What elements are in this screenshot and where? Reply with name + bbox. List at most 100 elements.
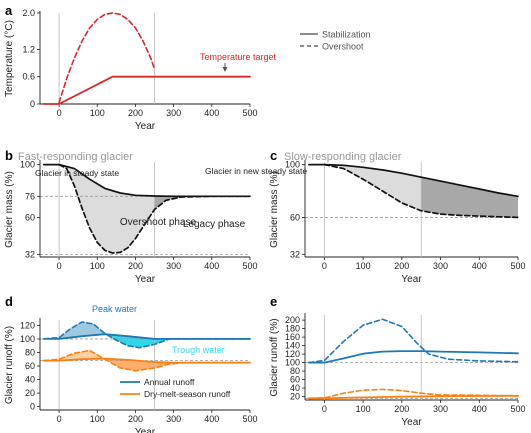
legend-dry-label: Dry-melt-season runoff xyxy=(144,389,231,399)
panel-b-overshoot-phase-area xyxy=(59,164,155,253)
panel-a-series-1-line xyxy=(58,12,156,104)
panel-b-legacy-phase-area xyxy=(154,196,186,210)
panel-d-trough-water-label: Trough water xyxy=(172,345,225,355)
panel-letter-e: e xyxy=(270,294,277,309)
panel-e-y-tick-label: 160 xyxy=(285,332,300,342)
panel-c-x-tick-label: 200 xyxy=(394,261,409,271)
panel-c-x-tick-label: 400 xyxy=(472,261,487,271)
panel-e-x-tick-label: 100 xyxy=(356,404,371,414)
panel-d-x-tick-label: 200 xyxy=(128,414,143,424)
panel-d-chart: 0 100 200 300 400 500 0 20 40 60 80 100 120 Year Glaci… xyxy=(4,304,258,433)
panel-c-chart: 0 100 200 300 400 500 32 60 100 Year Glacier mass … xyxy=(269,160,526,285)
panel-e-y-tick-label: 140 xyxy=(285,341,300,351)
panel-letter-a: a xyxy=(5,3,13,18)
panel-e-y-tick-label: 180 xyxy=(285,324,300,334)
legend-bottom: Annual runoff Dry-melt-season runoff xyxy=(120,377,231,399)
panel-d-y-tick-label: 120 xyxy=(20,320,35,330)
panel-b-x-tick-label: 300 xyxy=(166,261,181,271)
panel-d-series-1-line xyxy=(43,321,251,349)
annotation-steady-state-line1: Glacier in steady state xyxy=(35,168,119,178)
panel-b-series-1-line xyxy=(58,163,251,254)
panel-e-chart: 0 100 200 300 400 500204060801001201401601802… xyxy=(269,313,526,428)
panel-e-series-1-line xyxy=(308,318,519,364)
panel-e-y-tick-label: 100 xyxy=(285,358,300,368)
panel-e-x-tick-label: 300 xyxy=(433,404,448,414)
panel-d-x-axis-label: Year xyxy=(135,427,156,433)
panel-d-y-tick-label: 100 xyxy=(20,334,35,344)
panel-c-title: Slow-responding glacier xyxy=(284,151,402,163)
panel-a-x-axis-label: Year xyxy=(135,121,156,132)
panel-e-y-tick-label: 60 xyxy=(290,375,300,385)
panel-c-x-tick-label: 300 xyxy=(433,261,448,271)
panel-letter-b: b xyxy=(5,148,13,163)
panel-b-x-axis-label: Year xyxy=(135,274,156,285)
legend-top: Stabilization Overshoot xyxy=(300,30,371,52)
panel-e-y-axis-label: Glacier runoff (%) xyxy=(269,318,280,396)
legend-stabilization-label: Stabilization xyxy=(322,30,371,40)
panel-b-y-tick-label: 60 xyxy=(25,212,35,222)
panel-b-chart: 0 100 200 300 400 500 32 60 76 100 Year Glacier mas… xyxy=(4,160,307,285)
panel-d-x-tick-label: 300 xyxy=(166,414,181,424)
panel-e-x-tick-label: 400 xyxy=(472,404,487,414)
panel-b-x-tick-label: 400 xyxy=(204,261,219,271)
panel-e-y-tick-label: 20 xyxy=(290,392,300,402)
panel-d-y-tick-label: 0 xyxy=(30,402,35,412)
panel-d-y-tick-label: 40 xyxy=(25,375,35,385)
panel-c-x-tick-label: 0 xyxy=(322,261,327,271)
panel-e-y-tick-label: 40 xyxy=(290,383,300,393)
panel-c-y-tick-label: 60 xyxy=(290,212,300,222)
panel-e-series-3-line xyxy=(308,388,519,400)
panel-a-x-tick-label: 500 xyxy=(242,108,257,118)
panel-e-x-tick-label: 500 xyxy=(510,404,525,414)
panel-a-y-axis-label: Temperature (°C) xyxy=(4,20,15,97)
panel-b-x-tick-label: 200 xyxy=(128,261,143,271)
panel-b-y-tick-label: 32 xyxy=(25,249,35,259)
panel-b-title: Fast-responding glacier xyxy=(18,151,133,163)
panel-a-x-tick-label: 300 xyxy=(166,108,181,118)
panel-a-x-tick-label: 400 xyxy=(204,108,219,118)
panel-letter-d: d xyxy=(5,294,13,309)
panel-d-y-tick-label: 80 xyxy=(25,347,35,357)
legend-annual-label: Annual runoff xyxy=(144,377,195,387)
panel-b-x-tick-label: 100 xyxy=(90,261,105,271)
panel-e-x-axis-label: Year xyxy=(401,417,422,428)
panel-c-x-tick-label: 500 xyxy=(510,261,525,271)
panel-a-x-tick-label: 0 xyxy=(57,108,62,118)
panel-a-x-tick-label: 200 xyxy=(128,108,143,118)
panel-d-x-tick-label: 500 xyxy=(242,414,257,424)
panel-c-legacy-phase-area xyxy=(421,177,518,218)
panel-a-y-tick-label: 0 xyxy=(30,99,35,109)
panel-b-new-steady-state-label: Glacier in new steady state xyxy=(205,166,307,176)
panel-c-x-axis-label: Year xyxy=(401,274,422,285)
panel-a-series-0-line xyxy=(42,75,251,105)
panel-e-y-tick-label: 80 xyxy=(290,366,300,376)
panel-b-legacy-phase-label: Legacy phase xyxy=(183,219,246,230)
panel-d-series-3-line xyxy=(43,349,251,372)
panel-b-y-tick-label: 76 xyxy=(25,191,35,201)
panel-d-x-tick-label: 0 xyxy=(57,414,62,424)
panel-d-y-tick-label: 20 xyxy=(25,388,35,398)
panel-c-x-tick-label: 100 xyxy=(356,261,371,271)
annotation-temperature-target: Temperature target xyxy=(200,52,277,62)
panel-e-x-tick-label: 0 xyxy=(322,404,327,414)
panel-c-overshoot-phase-area xyxy=(324,164,422,211)
panel-c-y-tick-label: 32 xyxy=(290,249,300,259)
panel-letter-c: c xyxy=(270,148,277,163)
panel-b-overshoot-phase-label: Overshoot phase xyxy=(120,217,197,228)
panel-d-x-tick-label: 100 xyxy=(90,414,105,424)
panel-c-y-tick-label: 100 xyxy=(285,160,300,170)
panel-d-series-2-line xyxy=(42,357,251,364)
panel-d-y-axis-label: Glacier runoff (%) xyxy=(4,326,15,404)
panel-a-y-tick-label: 1.2 xyxy=(22,44,35,54)
panel-b-series-0-line xyxy=(42,163,251,198)
panel-a-y-tick-label: 2.0 xyxy=(22,8,35,18)
panel-e-series-0-line xyxy=(308,350,519,364)
panel-c-series-1-line xyxy=(323,163,519,219)
panel-d-y-tick-label: 60 xyxy=(25,361,35,371)
panel-d-peak-water-label: Peak water xyxy=(92,304,137,314)
legend-overshoot-label: Overshoot xyxy=(322,42,364,52)
panel-b-x-tick-label: 500 xyxy=(242,261,257,271)
panel-b-y-tick-label: 100 xyxy=(20,160,35,170)
panel-a-x-tick-label: 100 xyxy=(90,108,105,118)
